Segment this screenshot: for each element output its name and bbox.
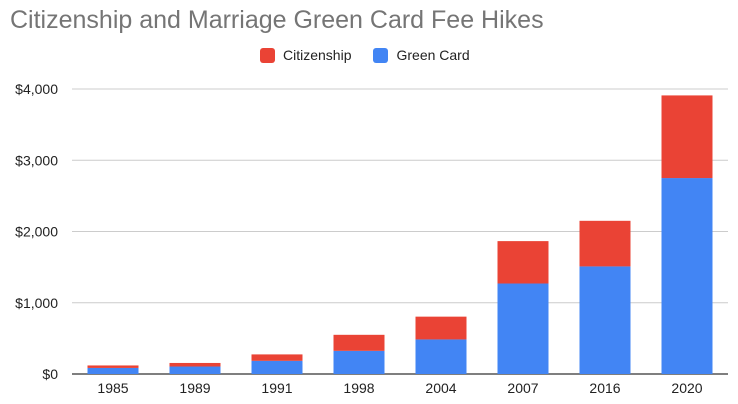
- bar-green-card-2004: [415, 339, 467, 374]
- bar-citizenship-1985: [87, 365, 139, 368]
- bar-citizenship-1989: [169, 362, 221, 367]
- bar-citizenship-1991: [251, 354, 303, 361]
- legend-swatch-green-card: [373, 47, 389, 63]
- bar-citizenship-2020: [661, 95, 713, 179]
- x-tick-label: 2004: [425, 380, 456, 396]
- legend-item-green-card: Green Card: [373, 47, 470, 63]
- legend-swatch-citizenship: [260, 47, 275, 63]
- x-tick-label: 1985: [97, 380, 128, 396]
- y-tick-label: $3,000: [15, 152, 58, 168]
- chart-title: Citizenship and Marriage Green Card Fee …: [10, 6, 544, 34]
- bar-green-card-1991: [251, 360, 303, 374]
- y-tick-label: $2,000: [15, 224, 58, 240]
- bar-citizenship-2007: [497, 241, 549, 284]
- y-tick-label: $1,000: [15, 295, 58, 311]
- bar-green-card-2007: [497, 283, 549, 374]
- x-tick-label: 1989: [179, 380, 210, 396]
- x-tick-label: 2016: [589, 380, 620, 396]
- x-tick-label: 1991: [261, 380, 292, 396]
- legend-item-citizenship: Citizenship: [260, 47, 351, 63]
- bar-citizenship-2004: [415, 316, 467, 340]
- legend: Citizenship Green Card: [260, 47, 492, 63]
- bar-citizenship-1998: [333, 334, 385, 351]
- bar-citizenship-2016: [579, 220, 631, 267]
- bar-green-card-1989: [169, 366, 221, 374]
- legend-label-citizenship: Citizenship: [283, 47, 352, 63]
- legend-label-green-card: Green Card: [396, 47, 470, 63]
- y-tick-label: $4,000: [15, 81, 58, 97]
- x-tick-label: 2020: [671, 380, 702, 396]
- x-tick-label: 1998: [343, 380, 374, 396]
- bar-green-card-2020: [661, 178, 713, 374]
- x-tick-label: 2007: [507, 380, 538, 396]
- y-tick-label: $0: [42, 366, 58, 382]
- bar-green-card-1998: [333, 350, 385, 374]
- bar-green-card-1985: [87, 367, 139, 374]
- bar-green-card-2016: [579, 266, 631, 374]
